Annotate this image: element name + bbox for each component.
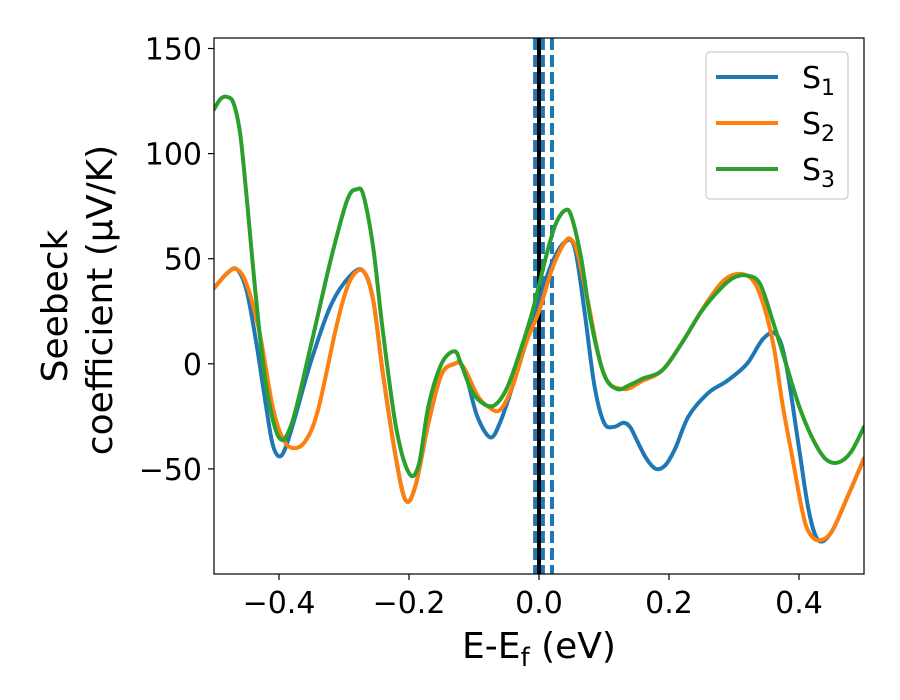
series-layer bbox=[214, 94, 864, 544]
y-axis-title-line2: coefficient (μV/K) bbox=[80, 145, 121, 455]
x-tick-label: 0.2 bbox=[645, 586, 693, 621]
series-line-s2 bbox=[214, 236, 864, 543]
x-axis-ticks: −0.4 −0.2 0.0 0.2 0.4 bbox=[243, 574, 823, 621]
y-axis-ticks: −50 0 50 100 150 bbox=[139, 33, 214, 488]
y-tick-label: 100 bbox=[145, 138, 202, 173]
legend-box bbox=[705, 51, 849, 200]
series-line-s3 bbox=[214, 94, 864, 479]
legend-label-s2: S2 bbox=[802, 107, 835, 147]
legend-label-s3: S3 bbox=[802, 153, 835, 193]
y-axis-title-line1: Seebeck bbox=[35, 229, 76, 382]
legend: S1 S2 S3 bbox=[705, 51, 849, 200]
y-tick-label: 0 bbox=[183, 348, 202, 383]
x-tick-label: 0.0 bbox=[515, 586, 563, 621]
legend-label-s1: S1 bbox=[802, 61, 835, 101]
x-tick-label: 0.4 bbox=[775, 586, 823, 621]
y-tick-label: −50 bbox=[139, 453, 202, 488]
y-tick-label: 150 bbox=[145, 33, 202, 68]
x-tick-label: −0.2 bbox=[373, 586, 446, 621]
x-tick-label: −0.4 bbox=[243, 586, 316, 621]
x-axis-title: E-Ef (eV) bbox=[462, 626, 616, 673]
y-tick-label: 50 bbox=[164, 243, 202, 278]
